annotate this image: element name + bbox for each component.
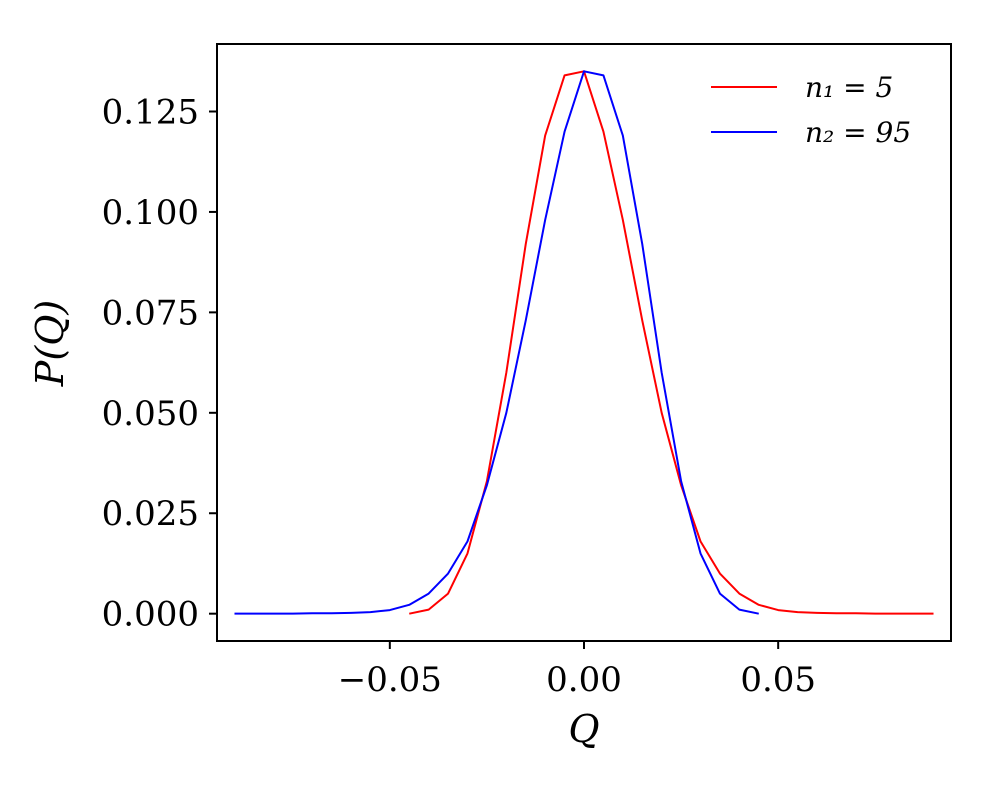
legend: n₁ = 5 n₂ = 95 xyxy=(711,71,911,149)
x-tick-label: −0.05 xyxy=(338,660,442,700)
x-tick-label: 0.05 xyxy=(740,660,816,700)
x-axis-label: Q xyxy=(568,707,599,751)
series-layer xyxy=(234,70,934,615)
x-tick-label: 0.00 xyxy=(546,660,622,700)
y-tick-label: 0.100 xyxy=(102,193,199,233)
y-tick-label: 0.075 xyxy=(102,293,199,333)
legend-label-n2: n₂ = 95 xyxy=(805,116,911,149)
y-axis-label: P(Q) xyxy=(28,300,72,387)
y-tick-label: 0.000 xyxy=(102,595,199,635)
series-line-2 xyxy=(234,70,759,615)
y-tick-label: 0.025 xyxy=(102,494,199,534)
y-tick-label: 0.125 xyxy=(102,92,199,132)
legend-label-n1: n₁ = 5 xyxy=(805,71,893,104)
y-tick-label: 0.050 xyxy=(102,394,199,434)
series-line-1 xyxy=(409,70,934,615)
tick-layer: −0.05 0.00 0.05 0.000 0.025 0.050 0.075 0.100 0.… xyxy=(102,92,816,700)
